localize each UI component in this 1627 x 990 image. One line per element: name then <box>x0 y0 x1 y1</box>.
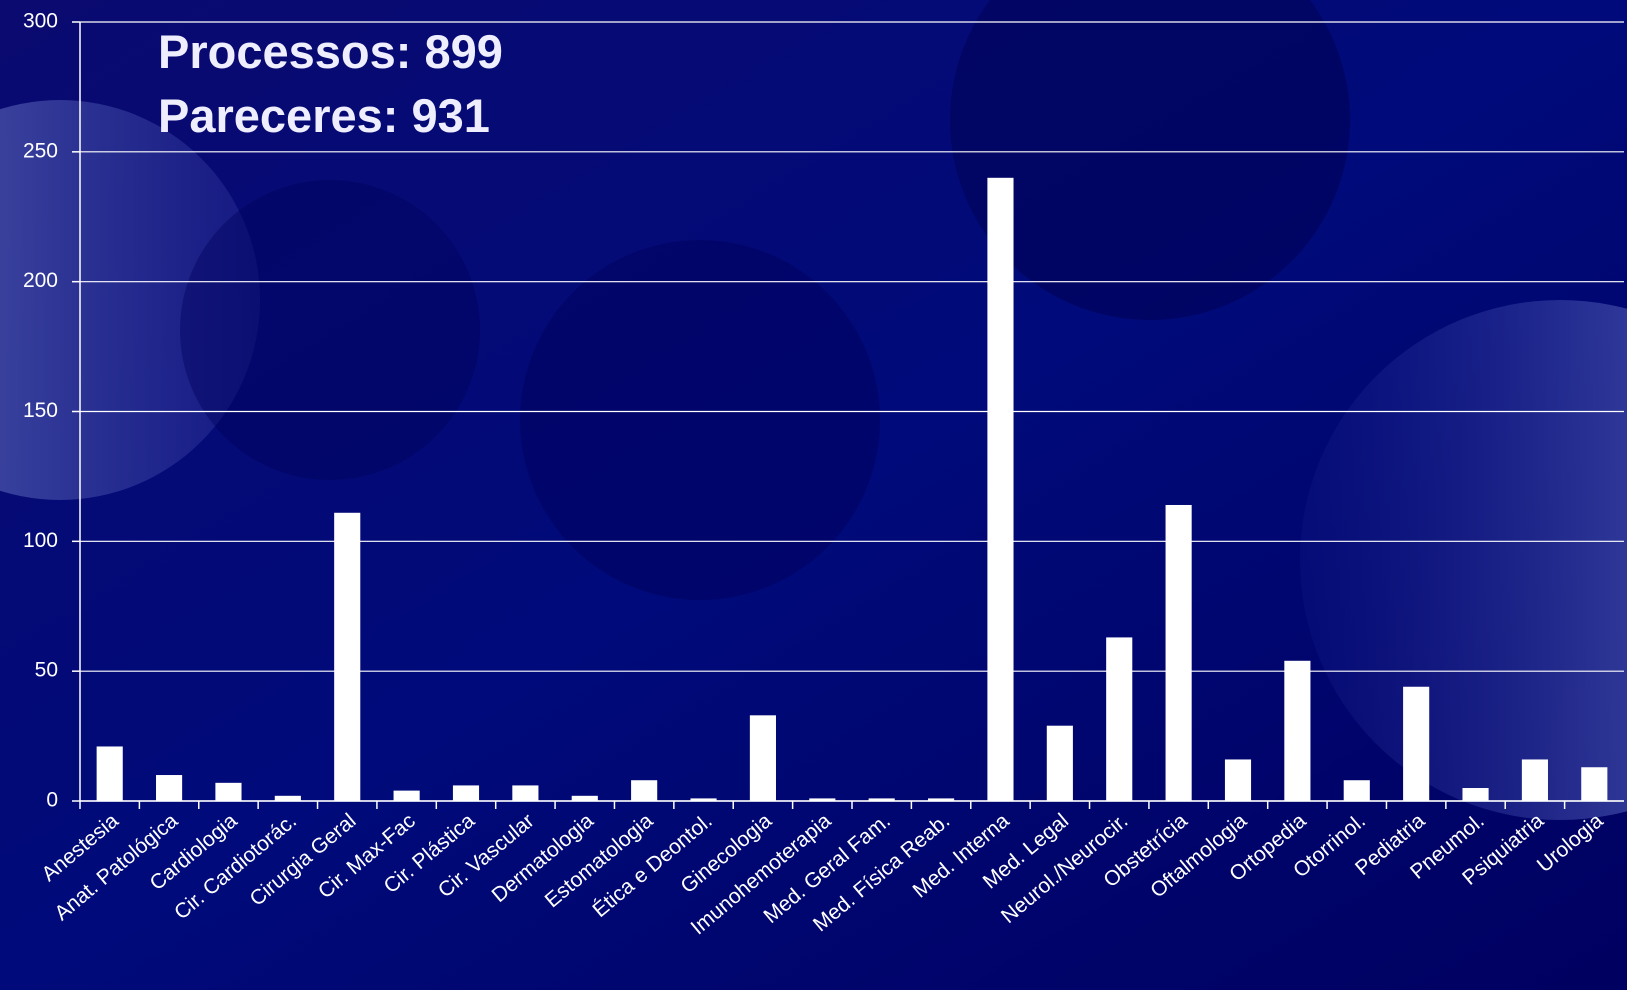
bar <box>1284 660 1311 801</box>
bar <box>868 798 895 801</box>
bar <box>1343 780 1370 801</box>
bar <box>1581 767 1608 801</box>
bar <box>215 782 242 801</box>
bar <box>1224 759 1252 801</box>
bar <box>1165 504 1192 801</box>
bar <box>571 795 598 801</box>
bar <box>1403 686 1430 801</box>
y-tick-label: 200 <box>23 269 58 292</box>
bar <box>1521 759 1548 801</box>
bar <box>156 775 183 801</box>
bar <box>987 177 1014 802</box>
bar <box>690 798 717 801</box>
bar <box>928 798 955 801</box>
bar <box>1106 637 1133 801</box>
bar <box>749 715 776 801</box>
bar <box>393 790 420 801</box>
bar <box>96 746 123 801</box>
y-tick-label: 50 <box>35 659 58 682</box>
y-tick-label: 250 <box>23 139 58 162</box>
bar <box>1462 788 1489 801</box>
decoration <box>0 0 1627 820</box>
bar <box>334 512 361 801</box>
annotation: Processos: 899 <box>158 25 503 78</box>
bar <box>452 785 480 801</box>
bar <box>631 780 658 801</box>
bar <box>1046 725 1073 801</box>
y-tick-label: 150 <box>23 399 58 422</box>
bar <box>274 795 301 801</box>
bar <box>809 798 836 801</box>
annotation: Pareceres: 931 <box>158 89 490 142</box>
y-tick-label: 100 <box>23 529 58 552</box>
y-tick-label: 300 <box>23 10 58 33</box>
y-tick-label: 0 <box>46 789 58 812</box>
bar <box>512 785 539 801</box>
